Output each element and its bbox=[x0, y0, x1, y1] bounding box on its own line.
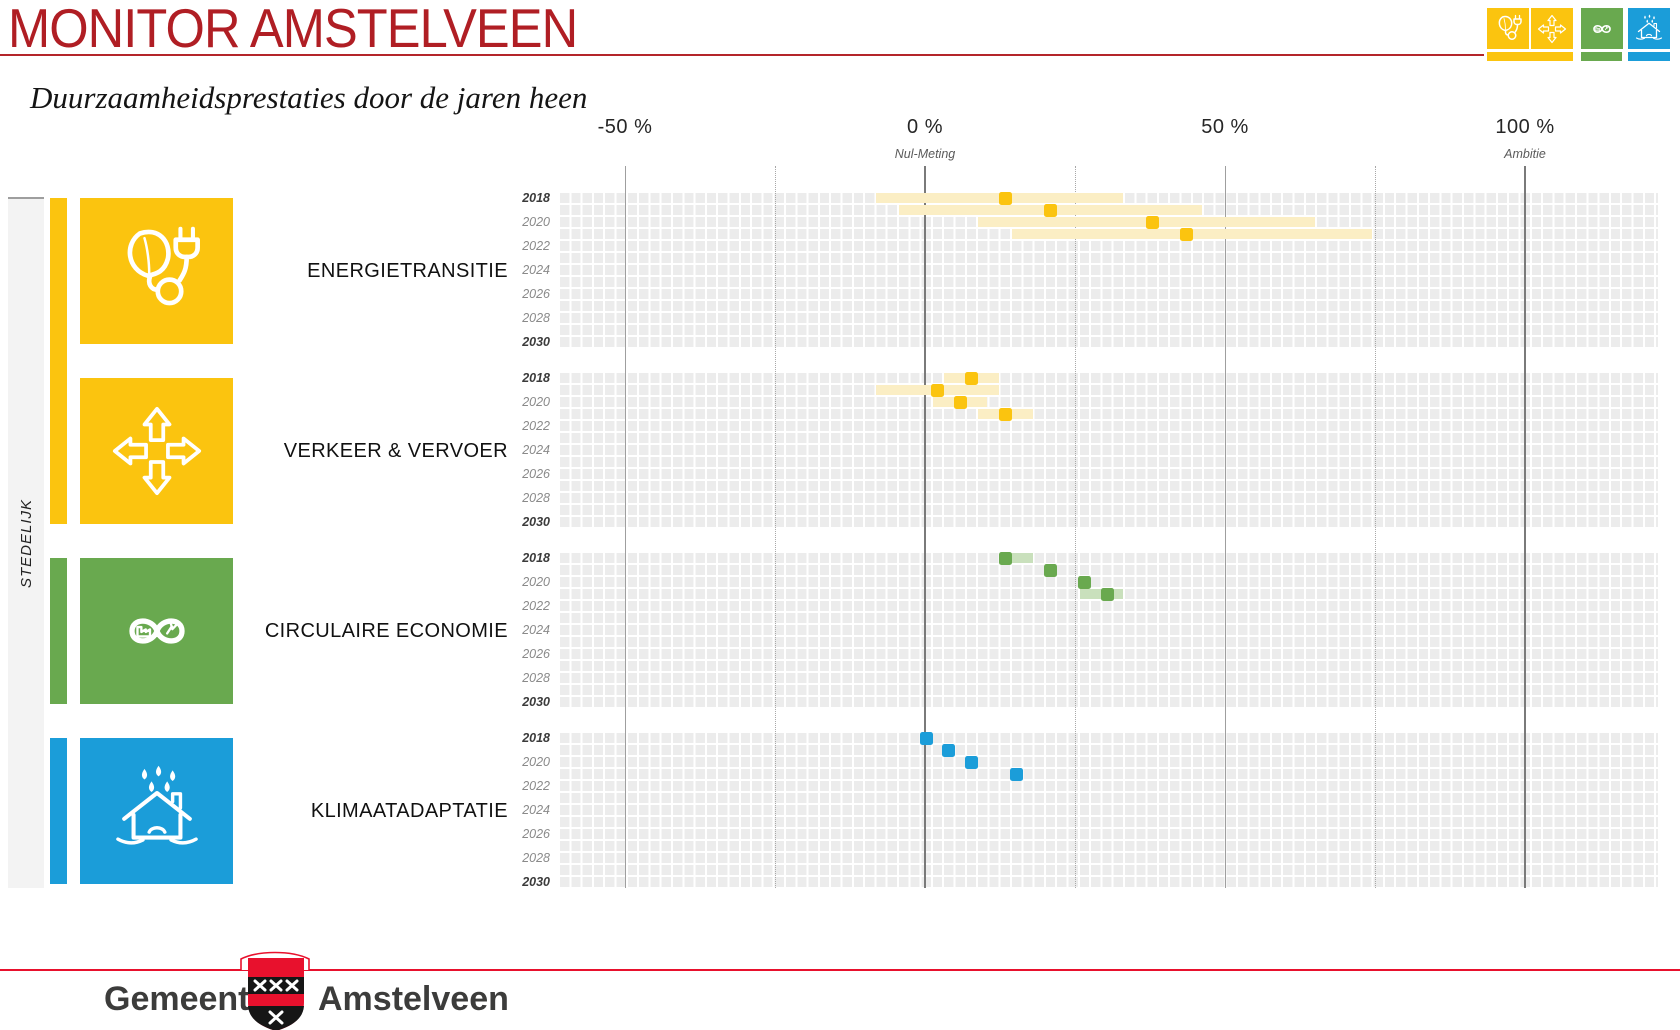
year-label: 2026 bbox=[522, 286, 550, 301]
year-label: 2030 bbox=[522, 874, 550, 889]
marker-klimaatadaptatie-2020 bbox=[964, 755, 978, 769]
footer-org-prefix: Gemeente bbox=[104, 980, 269, 1018]
axis-tick-label: -50 % bbox=[597, 116, 653, 138]
theme-strip-2 bbox=[50, 738, 67, 884]
gridline-0pct bbox=[924, 166, 926, 888]
mini-tile-house-rain[interactable] bbox=[1628, 8, 1670, 49]
house-rain-icon bbox=[115, 765, 198, 845]
marker-energietransitie-2019 bbox=[1044, 203, 1058, 217]
gridline--50pct bbox=[625, 166, 626, 888]
year-label: 2024 bbox=[522, 802, 550, 817]
gridline-75pct bbox=[1375, 166, 1376, 888]
mini-tile-underline-2 bbox=[1628, 52, 1670, 61]
year-label: 2022 bbox=[522, 418, 550, 433]
mini-tile-circular-infinity[interactable] bbox=[1581, 8, 1623, 49]
footer-rule bbox=[0, 969, 1680, 971]
marker-circulaire-economie-2020 bbox=[1077, 575, 1091, 589]
theme-strip-1 bbox=[50, 558, 67, 704]
year-label: 2022 bbox=[522, 238, 550, 253]
year-label: 2024 bbox=[522, 262, 550, 277]
year-label: 2028 bbox=[522, 310, 550, 325]
marker-energietransitie-2018 bbox=[998, 191, 1012, 205]
category-label: CIRCULAIRE ECONOMIE bbox=[264, 620, 508, 642]
year-label: 2018 bbox=[522, 370, 550, 385]
year-label: 2026 bbox=[522, 826, 550, 841]
house-rain-icon bbox=[1635, 14, 1663, 40]
marker-circulaire-economie-2018 bbox=[998, 551, 1012, 565]
marker-klimaatadaptatie-2018 bbox=[919, 731, 933, 745]
year-label: 2030 bbox=[522, 514, 550, 529]
mini-tile-four-arrows[interactable] bbox=[1531, 8, 1573, 49]
energy-leaf-plug-icon bbox=[1498, 14, 1522, 40]
four-arrows-icon bbox=[1537, 14, 1567, 43]
amstelveen-shield-logo bbox=[248, 958, 304, 1030]
axis-tick-label: 100 % bbox=[1495, 116, 1555, 138]
year-label: 2022 bbox=[522, 778, 550, 793]
gridline-50pct bbox=[1225, 166, 1226, 888]
year-label: 2020 bbox=[522, 574, 550, 589]
year-label: 2018 bbox=[522, 730, 550, 745]
range-trail-2018 bbox=[1000, 553, 1033, 563]
mini-tile-underline-0 bbox=[1487, 52, 1573, 61]
gridline-25pct bbox=[1075, 166, 1076, 888]
gridline--25pct bbox=[775, 166, 776, 888]
year-label: 2020 bbox=[522, 214, 550, 229]
four-arrows-icon bbox=[112, 406, 201, 496]
marker-klimaatadaptatie-2019 bbox=[942, 743, 956, 757]
marker-klimaatadaptatie-2021 bbox=[1010, 767, 1024, 781]
dot-grid-1 bbox=[560, 373, 1658, 529]
mini-tile-underline-1 bbox=[1581, 52, 1622, 61]
axis-tick-sublabel: Ambitie bbox=[1504, 147, 1546, 161]
marker-verkeer-vervoer-2018 bbox=[964, 371, 978, 385]
year-label: 2026 bbox=[522, 646, 550, 661]
theme-tile-four-arrows[interactable] bbox=[80, 378, 233, 524]
circular-infinity-icon bbox=[128, 618, 185, 644]
marker-circulaire-economie-2019 bbox=[1044, 563, 1058, 577]
category-label: KLIMAATADAPTATIE bbox=[310, 800, 508, 822]
theme-tile-circular-infinity[interactable] bbox=[80, 558, 233, 704]
year-label: 2022 bbox=[522, 598, 550, 613]
axis-tick-label: 50 % bbox=[1201, 116, 1249, 138]
marker-verkeer-vervoer-2019 bbox=[931, 383, 945, 397]
marker-verkeer-vervoer-2020 bbox=[953, 395, 967, 409]
marker-energietransitie-2020 bbox=[1145, 215, 1159, 229]
year-label: 2028 bbox=[522, 490, 550, 505]
page-subtitle: Duurzaamheidsprestaties door de jaren he… bbox=[30, 80, 588, 115]
year-label: 2018 bbox=[522, 550, 550, 565]
year-label: 2020 bbox=[522, 394, 550, 409]
year-label: 2030 bbox=[522, 334, 550, 349]
dot-grid-3 bbox=[560, 733, 1658, 889]
theme-tile-house-rain[interactable] bbox=[80, 738, 233, 884]
dot-grid-2 bbox=[560, 553, 1658, 709]
marker-energietransitie-2021 bbox=[1179, 227, 1193, 241]
footer-org-name: Amstelveen bbox=[318, 980, 509, 1018]
gridline-100pct bbox=[1524, 166, 1526, 888]
year-label: 2020 bbox=[522, 754, 550, 769]
year-label: 2018 bbox=[522, 190, 550, 205]
year-label: 2024 bbox=[522, 622, 550, 637]
theme-strip-0 bbox=[50, 198, 67, 524]
page-title: MONITOR AMSTELVEEN bbox=[8, 0, 578, 59]
year-label: 2030 bbox=[522, 694, 550, 709]
axis-tick-label: 0 % bbox=[907, 116, 943, 138]
group-label: STEDELIJK bbox=[17, 498, 35, 589]
year-label: 2028 bbox=[522, 670, 550, 685]
group-band-stedelijk: STEDELIJK bbox=[8, 197, 44, 888]
category-label: ENERGIETRANSITIE bbox=[307, 260, 508, 282]
circular-infinity-icon bbox=[1593, 24, 1611, 33]
theme-tile-energy-leaf-plug[interactable] bbox=[80, 198, 233, 344]
title-underline bbox=[0, 54, 1484, 56]
year-label: 2028 bbox=[522, 850, 550, 865]
marker-verkeer-vervoer-2021 bbox=[998, 407, 1012, 421]
marker-circulaire-economie-2021 bbox=[1100, 587, 1114, 601]
mini-tile-energy-leaf-plug[interactable] bbox=[1487, 8, 1529, 49]
category-label: VERKEER & VERVOER bbox=[283, 440, 508, 462]
energy-leaf-plug-icon bbox=[127, 226, 200, 306]
year-label: 2026 bbox=[522, 466, 550, 481]
axis-tick-sublabel: Nul-Meting bbox=[894, 147, 956, 161]
year-label: 2024 bbox=[522, 442, 550, 457]
